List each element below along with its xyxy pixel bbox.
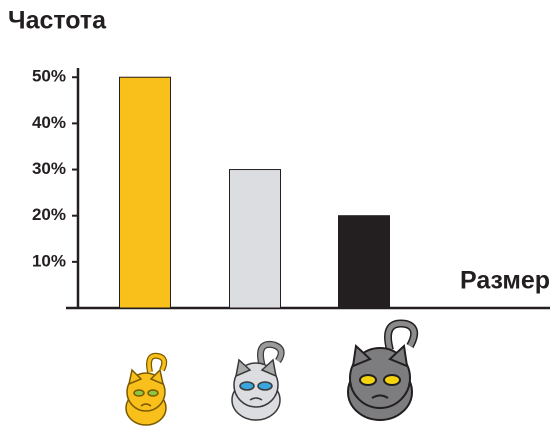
bar bbox=[338, 215, 390, 309]
y-tick-label: 30% bbox=[32, 159, 66, 178]
cat-medium bbox=[231, 340, 285, 421]
cat-small bbox=[125, 352, 168, 426]
y-tick-label: 20% bbox=[32, 205, 66, 224]
bar bbox=[229, 169, 281, 309]
y-axis-label: Частота bbox=[8, 7, 107, 35]
y-tick-label: 40% bbox=[32, 113, 66, 132]
cat-large bbox=[347, 319, 419, 421]
y-tick-label: 10% bbox=[32, 251, 66, 270]
x-axis-label: Размер bbox=[460, 267, 550, 295]
bar bbox=[119, 76, 171, 309]
y-tick-label: 50% bbox=[32, 67, 66, 86]
